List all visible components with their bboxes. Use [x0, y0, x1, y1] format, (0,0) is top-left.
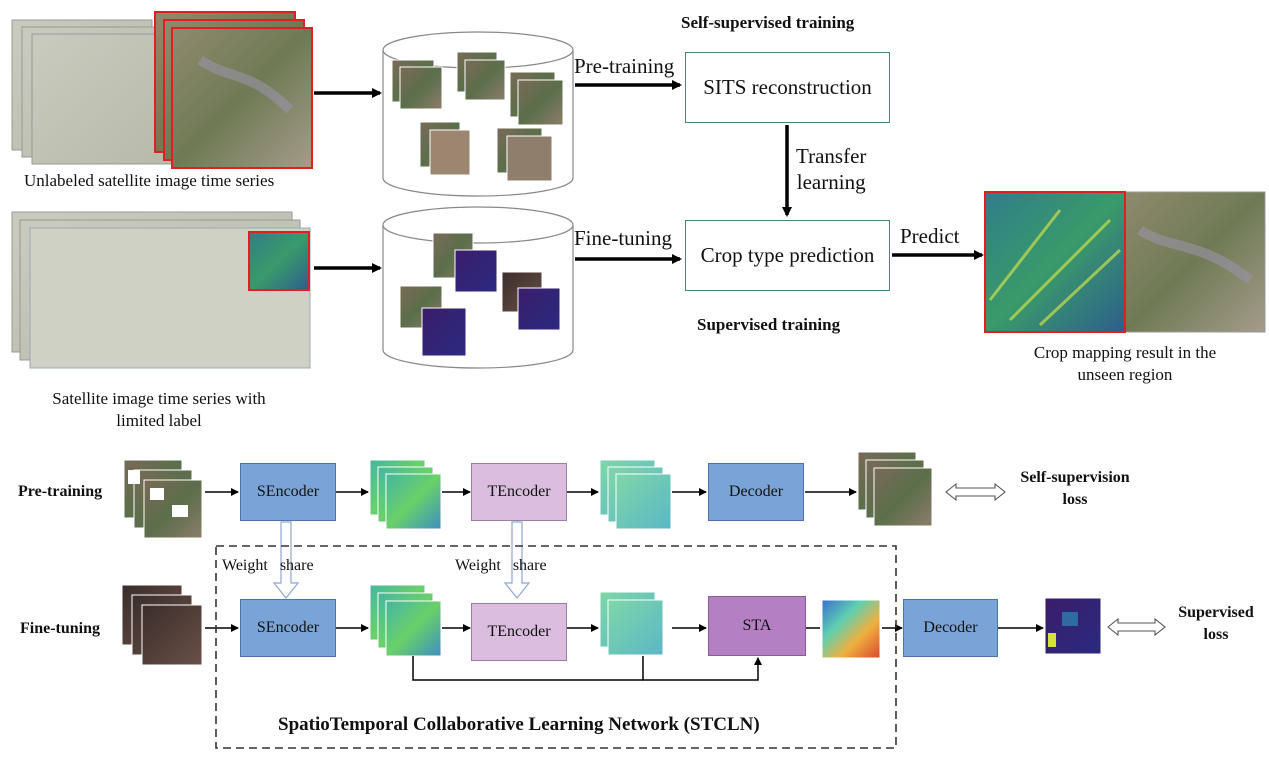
limited-caption-line-1: Satellite image time series with [52, 389, 266, 408]
stcln-boundary [215, 545, 897, 749]
predict-label: Predict [900, 224, 960, 248]
pretraining-decoder-label: Decoder [728, 483, 784, 500]
supervised-prediction-map [1044, 597, 1102, 655]
self-supervised-training-title: Self-supervised training [681, 13, 855, 32]
pretraining-dataset-cylinder [382, 31, 574, 197]
transfer-line-1: Transfer [796, 144, 867, 168]
stcln-network-title: SpatioTemporal Collaborative Learning Ne… [278, 714, 760, 735]
supervised-loss-label: Supervised loss [1166, 602, 1266, 646]
finetuning-sencoder-box: SEncoder [240, 599, 336, 657]
finetuning-decoder-box: Decoder [903, 599, 998, 657]
limited-label-caption: Satellite image time series with limited… [28, 388, 290, 432]
pretraining-arrow-label: Pre-training [574, 54, 675, 78]
supervised-loss-double-arrow [1107, 617, 1166, 637]
pretraining-temporal-features [599, 459, 672, 530]
pretraining-spatial-features [369, 459, 442, 530]
sits-reconstruction-box: SITS reconstruction [685, 52, 890, 123]
pretraining-reconstruction-stack [857, 451, 933, 527]
finetuning-spatial-features [369, 584, 442, 657]
sits-reconstruction-label: SITS reconstruction [703, 75, 872, 99]
finetuning-row-label: Fine-tuning [20, 620, 101, 637]
result-caption-line-2: unseen region [1077, 365, 1173, 384]
finetuning-input-stack [121, 584, 203, 666]
self-supervision-loss-label: Self-supervision loss [1005, 467, 1145, 511]
pretraining-sencoder-label: SEncoder [256, 483, 320, 500]
limited-label-image-stack [11, 211, 311, 369]
sta-attention-map [821, 599, 881, 659]
finetuning-tencoder-label: TEncoder [487, 623, 551, 640]
limited-caption-line-2: limited label [116, 411, 202, 430]
self-supervision-loss-line-1: Self-supervision [1020, 469, 1130, 486]
weight-share-label-2: Weight share [455, 557, 547, 574]
finetuning-temporal-features [599, 591, 664, 656]
crop-type-prediction-label: Crop type prediction [700, 243, 875, 267]
sta-box: STA [708, 596, 806, 656]
finetuning-dataset-cylinder [382, 206, 574, 369]
result-caption: Crop mapping result in the unseen region [995, 342, 1255, 386]
result-caption-line-1: Crop mapping result in the [1033, 343, 1217, 362]
supervised-loss-line-2: loss [1203, 626, 1229, 643]
supervised-training-title: Supervised training [697, 315, 841, 334]
pretraining-input-stack [123, 459, 203, 539]
finetuning-sencoder-label: SEncoder [256, 619, 320, 636]
pretraining-sencoder-box: SEncoder [240, 463, 336, 521]
unlabeled-caption: Unlabeled satellite image time series [24, 171, 275, 190]
pretraining-decoder-box: Decoder [708, 463, 804, 521]
transfer-line-2: learning [796, 170, 866, 194]
weight-share-arrow-1 [272, 521, 300, 599]
finetuning-tencoder-box: TEncoder [471, 603, 567, 661]
pretraining-row-label: Pre-training [18, 483, 103, 500]
self-supervision-loss-line-2: loss [1062, 491, 1088, 508]
unlabeled-image-stack [11, 11, 313, 169]
transfer-learning-label: Transfer learning [796, 143, 866, 195]
self-supervision-loss-double-arrow [945, 482, 1006, 502]
finetuning-decoder-label: Decoder [923, 619, 978, 636]
weight-share-arrow-2 [503, 521, 531, 599]
weight-share-label-1: Weight share [222, 557, 314, 574]
finetuning-arrow-label: Fine-tuning [574, 226, 672, 250]
crop-type-prediction-box: Crop type prediction [685, 220, 890, 291]
crop-mapping-result-images [984, 191, 1266, 333]
pretraining-tencoder-label: TEncoder [487, 483, 551, 500]
sta-label: STA [742, 617, 772, 634]
pretraining-tencoder-box: TEncoder [471, 463, 567, 521]
supervised-loss-line-1: Supervised [1178, 604, 1254, 621]
